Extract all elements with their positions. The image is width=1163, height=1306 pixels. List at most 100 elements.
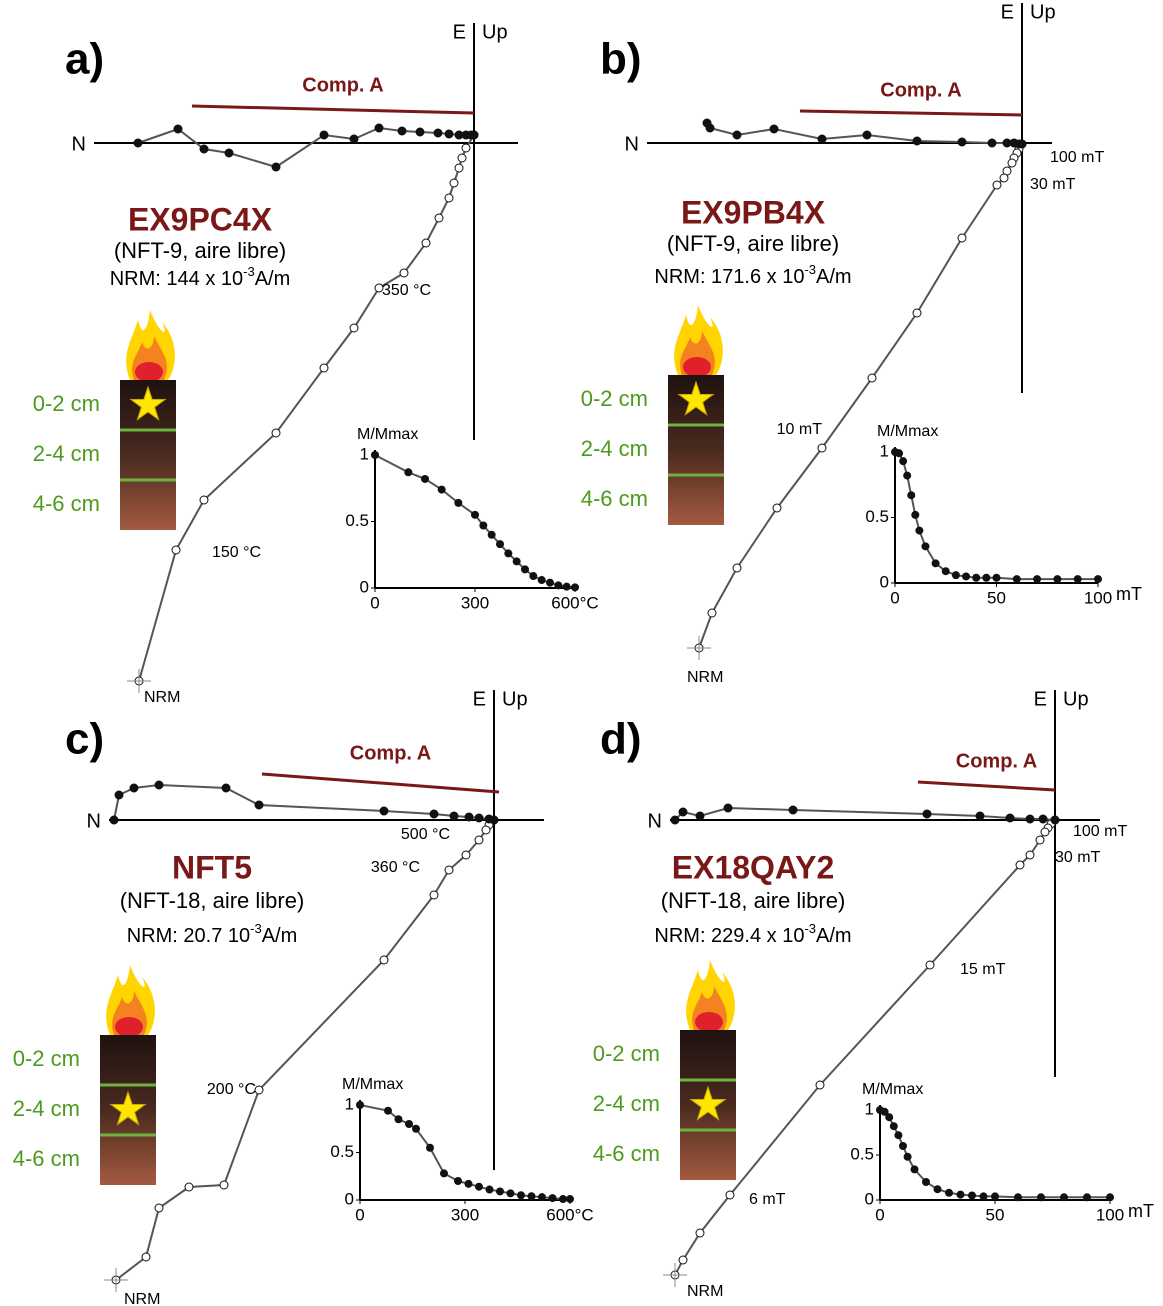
horizontal-projection-point: [1038, 814, 1048, 824]
vertical-projection-point: [457, 153, 467, 163]
y-tick-label: 1: [880, 441, 889, 460]
y-tick-label: 0.5: [330, 1142, 354, 1161]
nrm-part: -3: [804, 921, 816, 936]
panel-letter: d): [600, 715, 642, 764]
vertical-projection-point: [319, 363, 329, 373]
y-axis-label: M/Mmax: [862, 1081, 923, 1098]
vertical-projection-point: [449, 178, 459, 188]
demag-point: [479, 521, 488, 530]
demag-point: [991, 1192, 999, 1201]
horizontal-projection-point: [817, 134, 827, 144]
x-tick-label: 0: [890, 588, 899, 607]
y-tick-label: 1: [360, 444, 369, 463]
depth-label: 2-4 cm: [581, 436, 648, 461]
demag-point: [554, 581, 563, 590]
x-tick-label: 50: [987, 588, 1006, 607]
component-label: Comp. A: [956, 750, 1037, 772]
axis-label-n: N: [625, 133, 639, 155]
site-label: (NFT-9, aire libre): [667, 231, 839, 256]
x-axis-label: mT: [1128, 1201, 1154, 1221]
demag-point: [894, 1131, 903, 1140]
vertical-projection-point: [349, 323, 359, 333]
demag-point: [471, 510, 479, 519]
demag-point: [951, 571, 960, 580]
demag-point: [566, 1195, 574, 1204]
demag-point: [527, 1192, 536, 1201]
axis-label-e: E: [453, 21, 466, 43]
y-tick-label: 1: [345, 1094, 354, 1113]
star: [689, 1085, 727, 1121]
nrm-part: A/m: [816, 925, 852, 947]
demag-point: [506, 1189, 515, 1198]
horizontal-projection-point: [173, 124, 183, 134]
demag-point: [529, 572, 538, 581]
depth-label: 0-2 cm: [13, 1046, 80, 1071]
demag-line: [374, 454, 576, 589]
vertical-projection-point: [474, 835, 484, 845]
vertical-projection-point: [254, 1085, 264, 1095]
vertical-projection-point: [154, 1203, 164, 1213]
horizontal-projection-point: [732, 130, 742, 140]
x-tick-label: 0: [875, 1205, 884, 1224]
demag-point: [485, 1185, 494, 1194]
demag-point: [931, 559, 940, 568]
soil-column: [668, 305, 724, 525]
demag-point: [1060, 1193, 1068, 1202]
demag-point: [962, 572, 971, 581]
vertical-projection-point: [957, 233, 967, 243]
soil-column: [100, 965, 156, 1185]
flame: [115, 1017, 143, 1037]
demag-point: [889, 1122, 898, 1131]
depth-label: 2-4 cm: [593, 1091, 660, 1116]
demag-point: [972, 573, 981, 582]
horizontal-projection-point: [705, 123, 715, 133]
axis-label-e: E: [1034, 688, 1047, 710]
horizontal-projection-point: [449, 811, 459, 821]
horizontal-projection-point: [489, 815, 499, 825]
demag-point: [1053, 575, 1062, 584]
step-label: 500 °C: [401, 826, 450, 843]
demag-point: [475, 1182, 483, 1191]
demag-point: [903, 471, 912, 480]
vertical-projection-point: [817, 443, 827, 453]
demag-point: [454, 1177, 462, 1185]
y-tick-label: 1: [865, 1099, 874, 1118]
axis-label-up: Up: [1063, 688, 1089, 710]
depth-label: 4-6 cm: [581, 486, 648, 511]
horizontal-projection-point: [374, 123, 384, 133]
horizontal-projection-point: [397, 126, 407, 136]
depth-label: 4-6 cm: [33, 491, 100, 516]
horizontal-projection-point: [254, 800, 264, 810]
depth-label: 2-4 cm: [13, 1096, 80, 1121]
horizontal-projection-point: [987, 138, 997, 148]
component-line: [799, 109, 1023, 117]
step-label: 200 °C: [207, 1081, 256, 1098]
y-tick-label: 0: [865, 1189, 874, 1208]
vertical-projection-point: [1040, 827, 1050, 837]
demag-point: [1012, 575, 1021, 584]
horizontal-projection-point: [678, 807, 688, 817]
vertical-projection-point: [815, 1080, 825, 1090]
demag-point: [1073, 575, 1082, 584]
site-label: (NFT-18, aire libre): [120, 888, 305, 913]
y-tick-label: 0.5: [345, 511, 369, 530]
demag-point: [537, 576, 546, 585]
horizontal-projection-point: [695, 811, 705, 821]
step-label: NRM: [687, 669, 723, 686]
demag-point: [982, 573, 991, 582]
demag-point: [945, 1188, 953, 1197]
demag-point: [517, 1191, 525, 1200]
panel-letter: a): [65, 35, 104, 84]
demag-point: [885, 1113, 894, 1122]
vertical-projection-point: [772, 503, 782, 513]
panel-letter: b): [600, 35, 642, 84]
step-label: 100 mT: [1050, 149, 1104, 166]
demag-point: [979, 1192, 988, 1201]
y-tick-label: 0.5: [850, 1144, 874, 1163]
vertical-projection-point: [219, 1180, 229, 1190]
demag-point: [440, 1169, 448, 1178]
x-tick-label: 300: [451, 1205, 479, 1224]
depth-label: 0-2 cm: [581, 386, 648, 411]
step-label: 150 °C: [212, 544, 261, 561]
